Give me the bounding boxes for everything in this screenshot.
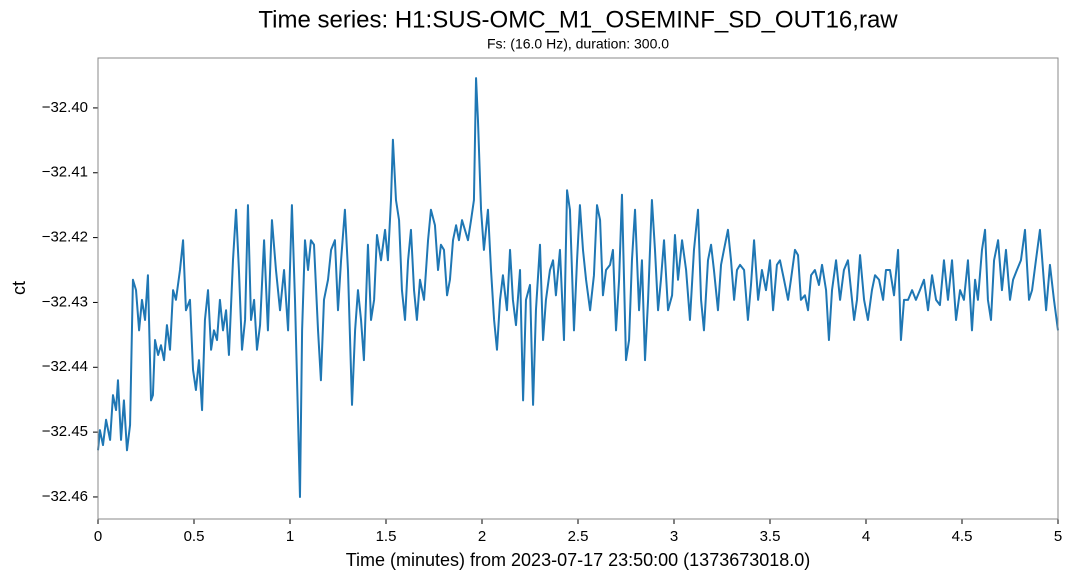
y-tick-label: −32.43	[42, 293, 88, 310]
y-axis-label: ct	[9, 281, 29, 295]
x-tick-label: 0	[94, 528, 102, 545]
y-tick-label: −32.40	[42, 99, 88, 116]
chart-title: Time series: H1:SUS-OMC_M1_OSEMINF_SD_OU…	[258, 6, 898, 33]
y-tick-label: −32.45	[42, 423, 88, 440]
y-tick-label: −32.46	[42, 488, 88, 505]
plot-frame	[97, 57, 1059, 520]
y-tick-label: −32.42	[42, 229, 88, 246]
chart-subtitle: Fs: (16.0 Hz), duration: 300.0	[487, 36, 669, 52]
x-tick-label: 1	[286, 528, 294, 545]
x-tick-label: 3	[670, 528, 678, 545]
x-tick-label: 3.5	[760, 528, 781, 545]
x-tick-label: 2	[478, 528, 486, 545]
x-tick-label: 2.5	[568, 528, 589, 545]
x-axis-label: Time (minutes) from 2023-07-17 23:50:00 …	[346, 550, 811, 570]
y-tick-label: −32.41	[42, 164, 88, 181]
x-tick-label: 0.5	[184, 528, 205, 545]
data-line	[97, 77, 1059, 498]
y-tick-label: −32.44	[42, 358, 88, 375]
x-tick-label: 1.5	[376, 528, 397, 545]
x-tick-label: 4	[862, 528, 870, 545]
x-tick-label: 4.5	[952, 528, 973, 545]
x-tick-label: 5	[1054, 528, 1062, 545]
